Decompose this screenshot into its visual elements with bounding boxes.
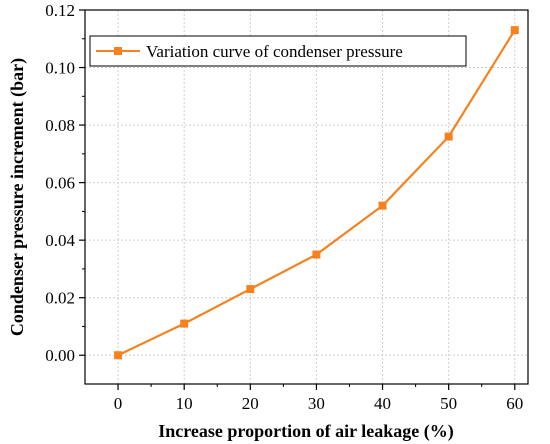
y-tick-label: 0.12 [45, 1, 75, 20]
y-tick-label: 0.06 [45, 174, 75, 193]
x-tick-label: 10 [176, 394, 193, 413]
legend-label: Variation curve of condenser pressure [146, 42, 403, 61]
legend-box [89, 35, 467, 67]
axis-ticks [79, 9, 516, 390]
data-point [114, 351, 123, 360]
y-tick-label: 0.02 [45, 289, 75, 308]
data-point [180, 319, 189, 328]
data-point [444, 132, 453, 141]
data-point [312, 250, 321, 259]
legend: Variation curve of condenser pressure [89, 35, 467, 67]
plot-frame [84, 9, 529, 385]
grid-lines [85, 10, 528, 384]
x-tick-label: 50 [440, 394, 457, 413]
y-tick-label: 0.08 [45, 116, 75, 135]
x-tick-label: 40 [374, 394, 391, 413]
x-tick-label: 60 [506, 394, 523, 413]
y-tick-label: 0.10 [45, 59, 75, 78]
data-point [510, 26, 519, 35]
x-tick-label: 30 [308, 394, 325, 413]
series-layer [114, 26, 519, 360]
y-tick-label: 0.04 [45, 231, 75, 250]
data-point [246, 285, 255, 294]
tick-labels: 0 10 20 30 40 50 60 0.00 0.02 0.04 0.06 0.08 0.10 0.1… [45, 1, 523, 413]
x-tick-label: 20 [242, 394, 259, 413]
y-axis-title: Condenser pressure increment (bar) [7, 58, 28, 336]
x-axis-title: Increase proportion of air leakage (%) [158, 421, 453, 442]
y-tick-label: 0.00 [45, 346, 75, 365]
x-tick-label: 0 [114, 394, 123, 413]
data-point [378, 201, 387, 210]
legend-marker [114, 47, 122, 55]
